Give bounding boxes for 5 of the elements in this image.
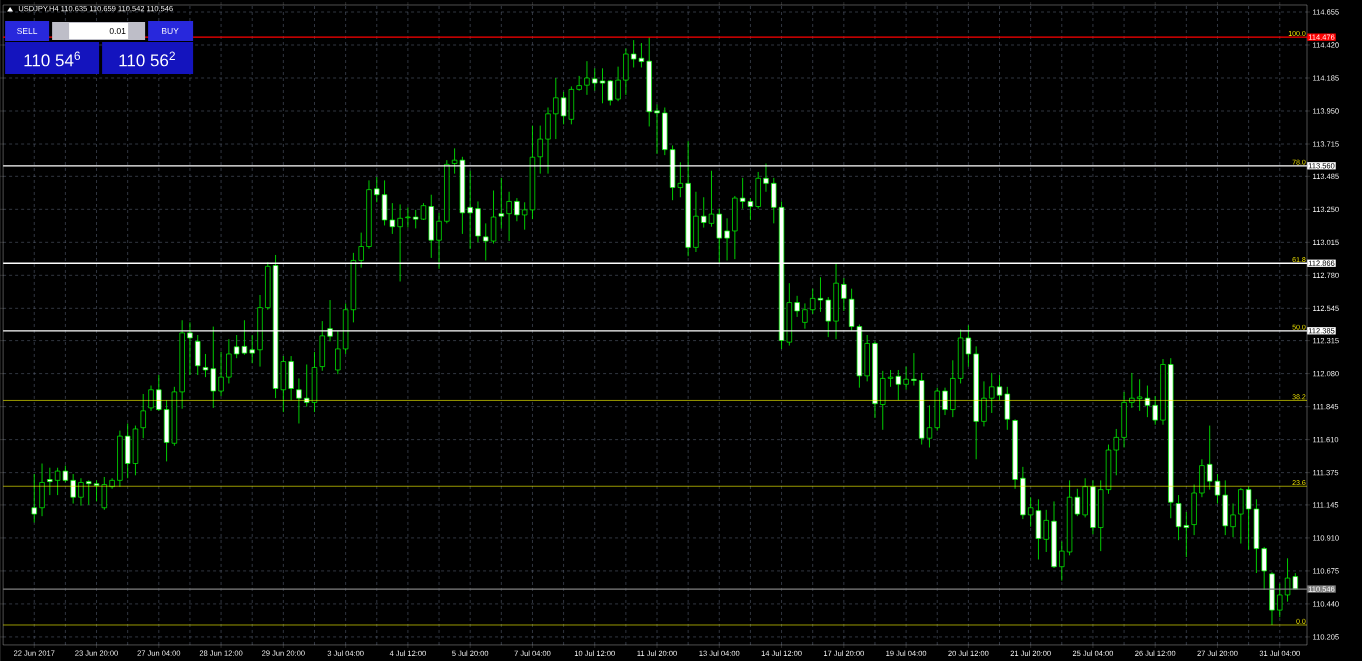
annotation: 0.01 <box>109 28 126 35</box>
annotation: SELL <box>17 28 38 35</box>
annotation: BUY <box>162 28 179 34</box>
annotation: 110 56$^{2}$ <box>119 51 175 67</box>
annotation: 110 54$^{6}$ <box>24 51 81 67</box>
